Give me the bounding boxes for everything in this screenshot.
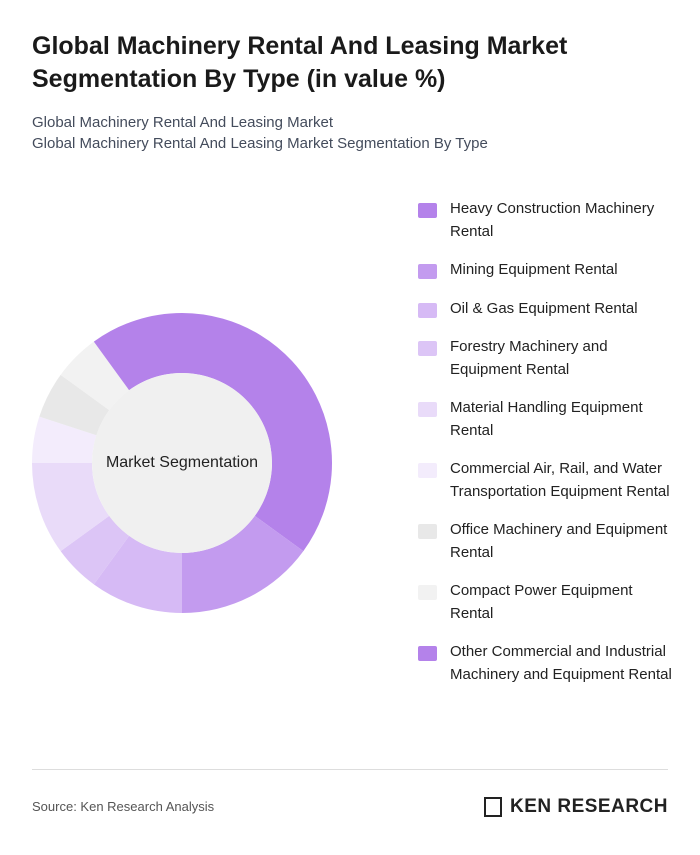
- legend-item: Oil & Gas Equipment Rental: [418, 298, 673, 321]
- legend-item: Compact Power Equipment Rental: [418, 580, 673, 625]
- legend-swatch: [418, 341, 437, 356]
- legend-swatch: [418, 646, 437, 661]
- donut-segment: [32, 416, 97, 463]
- legend-item: Office Machinery and Equipment Rental: [418, 519, 673, 564]
- donut-segment: [182, 313, 332, 552]
- brand: KEN RESEARCH: [483, 796, 668, 818]
- source: Source: Ken Research Analysis: [32, 799, 215, 814]
- donut-segment: [93, 313, 182, 391]
- subtitles: Global Machinery Rental And Leasing Mark…: [32, 112, 488, 154]
- brand-name: KEN RESEARCH: [509, 796, 668, 817]
- center-label: Market Segmentation: [106, 454, 258, 471]
- legend-swatch: [418, 524, 437, 539]
- donut-chart: Market Segmentation: [32, 313, 332, 613]
- legend-swatch: [418, 585, 437, 600]
- legend-label: Commercial Air, Rail, and Water Transpor…: [450, 460, 670, 500]
- donut-segment: [60, 341, 130, 411]
- legend-swatch: [418, 463, 437, 478]
- legend-swatch: [418, 302, 437, 318]
- divider: [32, 769, 668, 770]
- legend-label: Other Commercial and Industrial Machiner…: [450, 643, 672, 683]
- legend-label: Mining Equipment Rental: [450, 261, 618, 278]
- chart-title: Global Machinery Rental And Leasing Mark…: [32, 32, 568, 93]
- donut-segment: [32, 463, 110, 552]
- subtitle: Global Machinery Rental And Leasing Mark…: [32, 114, 333, 131]
- legend-label: Material Handling Equipment Rental: [450, 399, 643, 439]
- legend-swatch: [418, 402, 437, 417]
- donut-segment: [39, 374, 110, 436]
- donut-segment: [93, 535, 182, 613]
- legend-item: Forestry Machinery and Equipment Rental: [418, 336, 673, 381]
- legend-label: Office Machinery and Equipment Rental: [450, 521, 668, 561]
- legend-item: Material Handling Equipment Rental: [418, 397, 673, 442]
- legend-item: Other Commercial and Industrial Machiner…: [418, 641, 673, 686]
- donut-segment: [60, 515, 130, 585]
- legend-item: Commercial Air, Rail, and Water Transpor…: [418, 458, 673, 503]
- donut-hole: [92, 373, 272, 553]
- legend-item: Mining Equipment Rental: [418, 259, 673, 282]
- legend-label: Oil & Gas Equipment Rental: [450, 299, 638, 317]
- legend-item: Heavy Construction Machinery Rental: [418, 198, 673, 243]
- legend-label: Heavy Construction Machinery Rental: [450, 200, 655, 240]
- logo-icon: [483, 797, 502, 817]
- legend-swatch: [418, 203, 437, 218]
- subtitle: Global Machinery Rental And Leasing Mark…: [32, 135, 488, 152]
- legend-label: Forestry Machinery and Equipment Rental: [450, 338, 608, 378]
- legend: Heavy Construction Machinery Rental Minin…: [418, 198, 673, 702]
- legend-label: Compact Power Equipment Rental: [450, 582, 633, 622]
- legend-swatch: [418, 264, 437, 279]
- donut-segment: [182, 515, 304, 613]
